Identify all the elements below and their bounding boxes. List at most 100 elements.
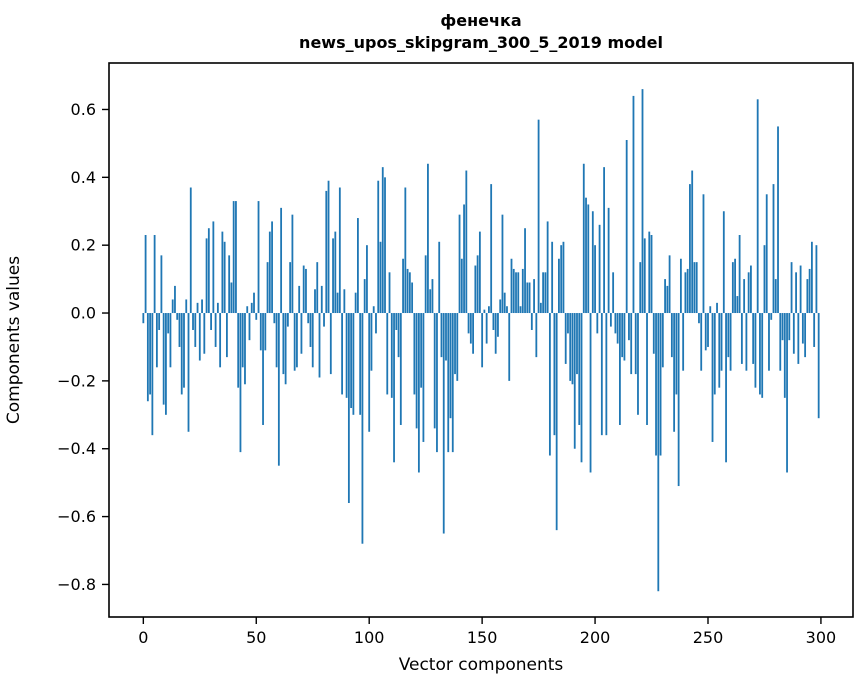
bar — [797, 313, 800, 364]
bar — [192, 313, 194, 330]
bar — [539, 302, 542, 314]
bar — [689, 184, 691, 314]
bar — [555, 313, 558, 531]
bar — [795, 272, 797, 314]
bar — [257, 201, 260, 314]
bar — [548, 313, 551, 456]
bar — [264, 313, 267, 351]
bar — [752, 313, 755, 364]
bar — [765, 194, 768, 314]
bar — [659, 313, 662, 456]
bar — [815, 245, 818, 314]
bar — [372, 306, 375, 314]
bar — [153, 235, 156, 314]
bar — [417, 313, 420, 473]
bar — [553, 313, 556, 436]
y-tick-label: 0.6 — [71, 100, 96, 119]
bar — [641, 89, 644, 314]
bar — [804, 313, 807, 358]
bar — [560, 245, 563, 314]
bar — [388, 272, 391, 314]
bar — [781, 313, 784, 341]
bar — [422, 313, 425, 442]
bar — [567, 313, 569, 334]
chart-title-model: news_upos_skipgram_300_5_2019 model — [299, 33, 663, 52]
bar — [280, 207, 283, 314]
bar — [189, 187, 192, 314]
bar — [460, 258, 463, 314]
bar — [300, 313, 303, 354]
bar — [693, 262, 696, 314]
bar — [506, 306, 508, 314]
bar — [377, 180, 380, 314]
bar — [650, 235, 653, 314]
bar — [750, 265, 752, 314]
bar — [379, 241, 382, 314]
bar — [725, 313, 727, 463]
bar — [639, 262, 642, 314]
bar — [336, 292, 339, 314]
chart-title-word: фенечка — [440, 11, 522, 30]
bar — [180, 313, 183, 395]
bar — [178, 313, 181, 347]
bar — [402, 258, 404, 314]
y-tick-label: 0.4 — [71, 168, 96, 187]
bar — [686, 268, 689, 314]
bar — [747, 272, 750, 314]
bar — [490, 184, 493, 314]
bar — [788, 313, 791, 341]
bar — [259, 313, 262, 351]
x-tick-label: 50 — [246, 628, 266, 647]
bar — [390, 313, 393, 398]
bar — [350, 313, 353, 409]
bar — [808, 268, 811, 314]
bar — [359, 313, 362, 415]
bar — [716, 302, 718, 314]
x-tick-label: 300 — [806, 628, 837, 647]
bar — [655, 313, 657, 456]
bar — [774, 279, 777, 314]
x-tick-label: 150 — [467, 628, 498, 647]
bar — [271, 221, 273, 314]
bar — [320, 285, 323, 314]
bar — [327, 180, 330, 314]
bar — [813, 313, 816, 347]
bar — [307, 313, 310, 324]
bar — [783, 313, 786, 398]
bar — [711, 313, 714, 442]
bar — [727, 313, 730, 358]
bar — [578, 313, 581, 425]
bar — [174, 285, 176, 314]
bar — [621, 313, 624, 358]
bar — [756, 99, 759, 314]
bar — [779, 313, 782, 371]
bar — [151, 313, 154, 436]
bar — [155, 313, 158, 368]
bar — [609, 313, 612, 327]
bar — [167, 313, 170, 334]
bar — [149, 313, 152, 395]
bar — [268, 231, 271, 314]
bar — [718, 313, 721, 388]
bar — [528, 282, 531, 314]
bar — [420, 313, 423, 388]
bar — [393, 313, 395, 463]
bar — [801, 313, 804, 344]
bar — [562, 241, 565, 314]
bar — [160, 255, 163, 314]
bar — [580, 313, 583, 463]
bar — [169, 313, 172, 368]
bar — [526, 282, 529, 314]
bar — [325, 190, 328, 314]
bar — [605, 313, 608, 436]
bar — [768, 313, 770, 371]
y-tick-label: −0.2 — [57, 371, 96, 390]
bar — [670, 313, 673, 358]
bar — [614, 313, 617, 334]
bar — [625, 140, 628, 314]
bar — [542, 272, 545, 314]
bar — [594, 245, 596, 314]
bar — [397, 313, 400, 358]
bar — [368, 313, 371, 432]
bar — [675, 313, 678, 395]
